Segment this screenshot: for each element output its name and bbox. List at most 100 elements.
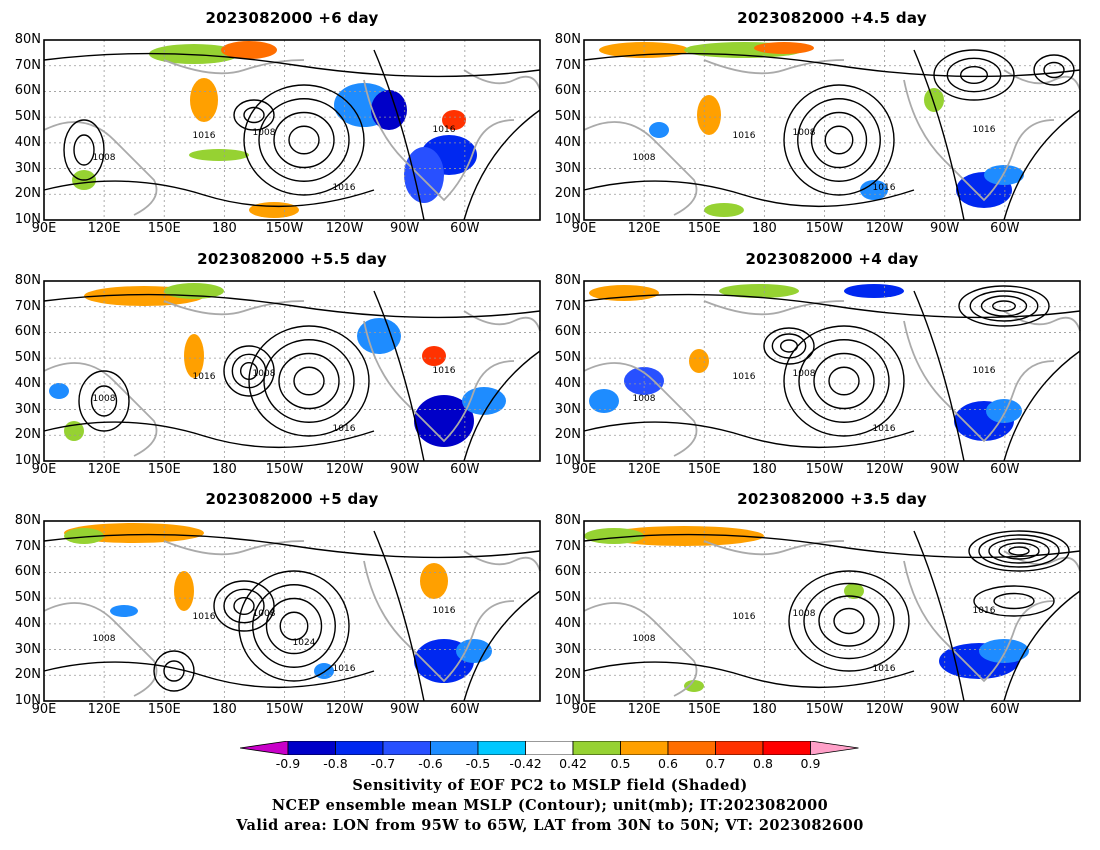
shaded-region xyxy=(589,285,659,301)
shaded-region xyxy=(844,284,904,298)
map-frame xyxy=(583,520,1081,702)
lat-tick-label: 80N xyxy=(14,32,41,47)
shaded-region xyxy=(924,88,944,112)
shaded-region xyxy=(584,528,644,544)
lon-tick-label: 120W xyxy=(325,462,364,477)
lon-tick-label: 120W xyxy=(865,221,904,236)
lon-tick-label: 60W xyxy=(990,462,1020,477)
mslp-contours xyxy=(43,530,541,702)
contour-label: 1016 xyxy=(193,372,216,382)
contour-label: 1008 xyxy=(633,153,656,163)
mslp-contours xyxy=(583,49,1081,221)
lat-tick-label: 70N xyxy=(14,538,41,554)
colorbar-tick-label: 0.8 xyxy=(753,756,773,771)
contour-label: 1008 xyxy=(253,369,276,379)
colorbar-tick-label: 0.42 xyxy=(559,756,587,771)
shaded-region xyxy=(110,605,138,617)
contour-label: 1016 xyxy=(193,612,216,622)
lon-tick-label: 90W xyxy=(390,462,420,477)
lon-tick-label: 60W xyxy=(450,462,480,477)
lat-tick-label: 50N xyxy=(554,590,581,606)
lon-tick-label: 90E xyxy=(31,221,57,236)
coastlines xyxy=(583,59,1081,216)
caption-line-1: Sensitivity of EOF PC2 to MSLP field (Sh… xyxy=(352,777,748,794)
map-plot: 1016 1008 1016 1008 1016 xyxy=(43,39,541,221)
lat-tick-label: 30N xyxy=(14,160,41,176)
colorbar-tick-label: 0.7 xyxy=(705,756,726,771)
colorbar-segment xyxy=(382,741,431,755)
lat-tick-label: 80N xyxy=(14,513,41,528)
colorbar-segment xyxy=(620,741,669,755)
panel-6: 2023082000 +3.5 day 1016 1008 1016 1008 1016 xyxy=(583,490,1081,702)
shaded-region xyxy=(371,90,407,130)
shaded-region xyxy=(844,583,864,599)
contour-label: 1008 xyxy=(253,128,276,138)
lat-tick-label: 10N xyxy=(554,693,581,708)
contour-label: 1008 xyxy=(93,634,116,644)
colorbar-segment xyxy=(762,741,811,755)
contour-label: 1016 xyxy=(433,125,456,135)
lat-tick-label: 50N xyxy=(14,109,41,125)
shaded-region xyxy=(754,42,814,54)
map-frame xyxy=(43,520,541,702)
shaded-region xyxy=(860,180,888,200)
contour-label: 1016 xyxy=(433,606,456,616)
contour-label: 1016 xyxy=(873,664,896,674)
lon-tick-label: 60W xyxy=(450,702,480,717)
panel-2: 2023082000 +4.5 day 1016 1008 1016 1008 1016 xyxy=(583,9,1081,221)
lat-tick-label: 20N xyxy=(14,667,41,683)
caption-line-2: NCEP ensemble mean MSLP (Contour); unit(… xyxy=(271,797,829,814)
lon-tick-label: 150W xyxy=(805,221,844,236)
lat-tick-label: 80N xyxy=(14,273,41,288)
contour-label: 1016 xyxy=(873,183,896,193)
lon-tick-label: 180 xyxy=(211,462,237,477)
lat-tick-label: 40N xyxy=(14,134,41,150)
lon-tick-label: 180 xyxy=(751,221,777,236)
lon-tick-label: 150E xyxy=(147,221,181,236)
shaded-region xyxy=(697,95,721,135)
lat-tick-label: 30N xyxy=(554,160,581,176)
lon-tick-label: 150E xyxy=(687,462,721,477)
shaded-region xyxy=(184,334,204,378)
shaded-region xyxy=(189,149,249,161)
lat-tick-label: 20N xyxy=(14,427,41,443)
lat-tick-label: 30N xyxy=(14,401,41,417)
contour-label: 1016 xyxy=(333,664,356,674)
lon-tick-label: 60W xyxy=(990,702,1020,717)
lon-tick-label: 150E xyxy=(147,462,181,477)
coastlines xyxy=(43,300,541,457)
shaded-region xyxy=(704,203,744,217)
lat-tick-label: 70N xyxy=(554,538,581,554)
map-plot: 1016 1008 1016 1008 1016 xyxy=(583,280,1081,462)
map-frame xyxy=(583,39,1081,221)
map-plot: 1016 1008 1016 1008 1016 xyxy=(583,520,1081,702)
lat-tick-label: 50N xyxy=(554,350,581,366)
contour-label: 1016 xyxy=(733,612,756,622)
shaded-region xyxy=(357,318,401,354)
mslp-contours xyxy=(583,285,1081,462)
lon-tick-label: 120E xyxy=(87,462,121,477)
map-plot: 1016 1008 1016 1008 1016 1024 xyxy=(43,520,541,702)
contour-label: 1008 xyxy=(253,609,276,619)
caption-line-3: Valid area: LON from 95W to 65W, LAT fro… xyxy=(236,817,864,834)
map-frame xyxy=(43,39,541,221)
colorbar-segment xyxy=(525,741,574,755)
contour-label: 1024 xyxy=(293,638,316,648)
mslp-contours xyxy=(583,530,1081,702)
colorbar-segment xyxy=(715,741,764,755)
colorbar-segment xyxy=(430,741,479,755)
colorbar-segment xyxy=(335,741,384,755)
contour-label: 1016 xyxy=(333,183,356,193)
panel-1: 2023082000 +6 day 1016 1008 1016 1008 1016 xyxy=(43,9,541,221)
contour-label: 1016 xyxy=(433,366,456,376)
lat-tick-label: 20N xyxy=(554,667,581,683)
shaded-region xyxy=(589,389,619,413)
lon-tick-label: 120W xyxy=(325,702,364,717)
shaded-region xyxy=(414,395,474,447)
lat-tick-label: 60N xyxy=(14,564,41,580)
panel-title: 2023082000 +5.5 day xyxy=(197,250,387,268)
colorbar-segment xyxy=(572,741,621,755)
lat-tick-label: 80N xyxy=(554,513,581,528)
contour-label: 1008 xyxy=(633,394,656,404)
map-frame xyxy=(43,280,541,462)
